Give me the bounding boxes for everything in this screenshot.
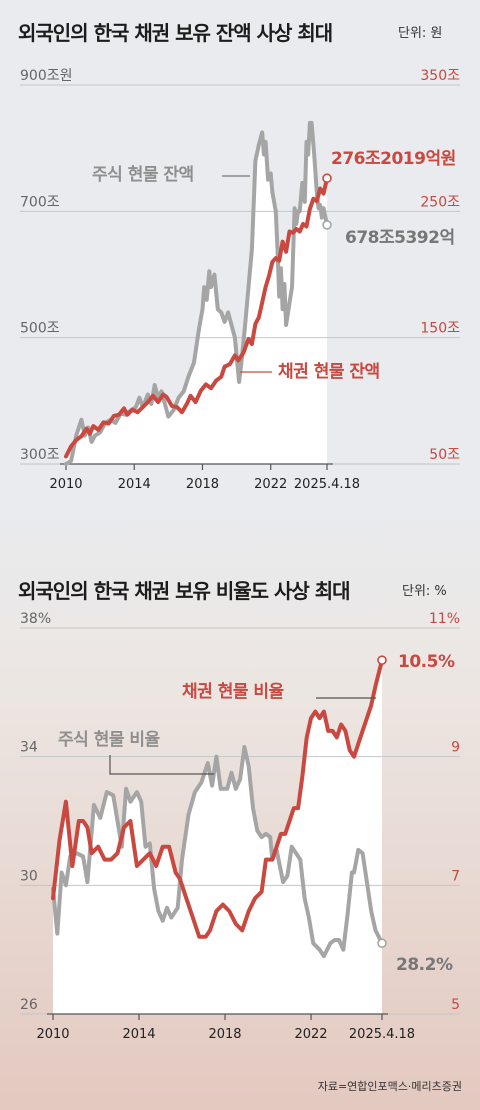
chart2-y-right-tick: 11% [429, 611, 460, 627]
chart2-stock-end-point [377, 938, 387, 949]
chart2-y-left-tick: 26 [20, 997, 38, 1013]
chart1-bond-end-point [322, 173, 332, 184]
chart1-stock-end-label: 678조5392억 [345, 228, 455, 248]
chart1-y-right-tick: 150조 [420, 321, 460, 337]
chart1-stock-end-point [322, 220, 332, 230]
chart1-y-right-tick: 50조 [429, 447, 460, 463]
chart2-bond-end-point [377, 655, 387, 665]
chart1-title: 외국인의 한국 채권 보유 잔액 사상 최대 [18, 21, 333, 45]
chart2-x-tick: 2014 [122, 1027, 155, 1042]
chart1-stock-series-label: 주식 현물 잔액 [92, 165, 194, 185]
chart1-series-bond-line [64, 176, 329, 459]
chart2-series-stock-line [51, 745, 384, 959]
chart1-bond-series-label: 채권 현물 잔액 [278, 362, 380, 382]
chart1-bond-end-label: 276조2019억원 [331, 149, 456, 169]
chart2-title: 외국인의 한국 채권 보유 비율도 사상 최대 [18, 579, 351, 603]
chart2-y-right-tick: 9 [451, 740, 460, 756]
chart1-y-left-tick: 900조원 [20, 68, 72, 84]
chart1-y-left-tick: 300조 [20, 447, 60, 463]
chart1-plot: 900조원 700조 500조 300조 350조 250조 150조 50조 2010 2014… [20, 68, 460, 492]
chart2-stock-leader [109, 755, 214, 775]
chart2-stock-end-label: 28.2% [396, 955, 453, 975]
chart2-y-right-tick: 7 [451, 868, 460, 884]
chart1-y-left-tick: 500조 [20, 321, 60, 337]
chart2-unit: 단위: % [402, 584, 447, 599]
chart2-series-bond-line [51, 658, 384, 939]
chart2-bond-end-label: 10.5% [398, 652, 455, 672]
chart1-x-tick: 2025.4.18 [294, 477, 360, 492]
chart2-y-left-tick: 34 [20, 740, 38, 756]
chart2-area-fill [53, 660, 382, 1014]
chart2-y-left-tick: 30 [20, 868, 38, 884]
chart2-x-tick: 2022 [294, 1027, 327, 1042]
chart1-y-right-tick: 250조 [420, 194, 460, 210]
chart1-area-fill [66, 122, 327, 465]
chart2-plot: 38% 34 30 26 11% 9 7 5 2010 2014 2018 2022 2025.4.18… [20, 611, 460, 1042]
source-note: 자료=연합인포맥스·메리츠증권 [317, 1080, 462, 1093]
chart1-x-tick: 2018 [186, 477, 219, 492]
chart1-y-right-tick: 350조 [420, 68, 460, 84]
chart2-x-tick: 2025.4.18 [349, 1027, 415, 1042]
chart2-x-tick: 2010 [36, 1027, 69, 1042]
chart1-x-tick: 2022 [254, 477, 287, 492]
chart2-y-left-tick: 38% [20, 611, 51, 627]
chart2-stock-series-label: 주식 현물 비율 [58, 730, 161, 750]
chart1-x-tick: 2010 [49, 477, 82, 492]
chart2-y-right-tick: 5 [451, 997, 460, 1013]
chart1-unit: 단위: 원 [398, 26, 443, 41]
chart2-x-tick: 2018 [208, 1027, 241, 1042]
chart1-y-left-tick: 700조 [20, 194, 60, 210]
chart1-x-tick: 2014 [118, 477, 151, 492]
chart2-bond-series-label: 채권 현물 비율 [182, 682, 285, 702]
